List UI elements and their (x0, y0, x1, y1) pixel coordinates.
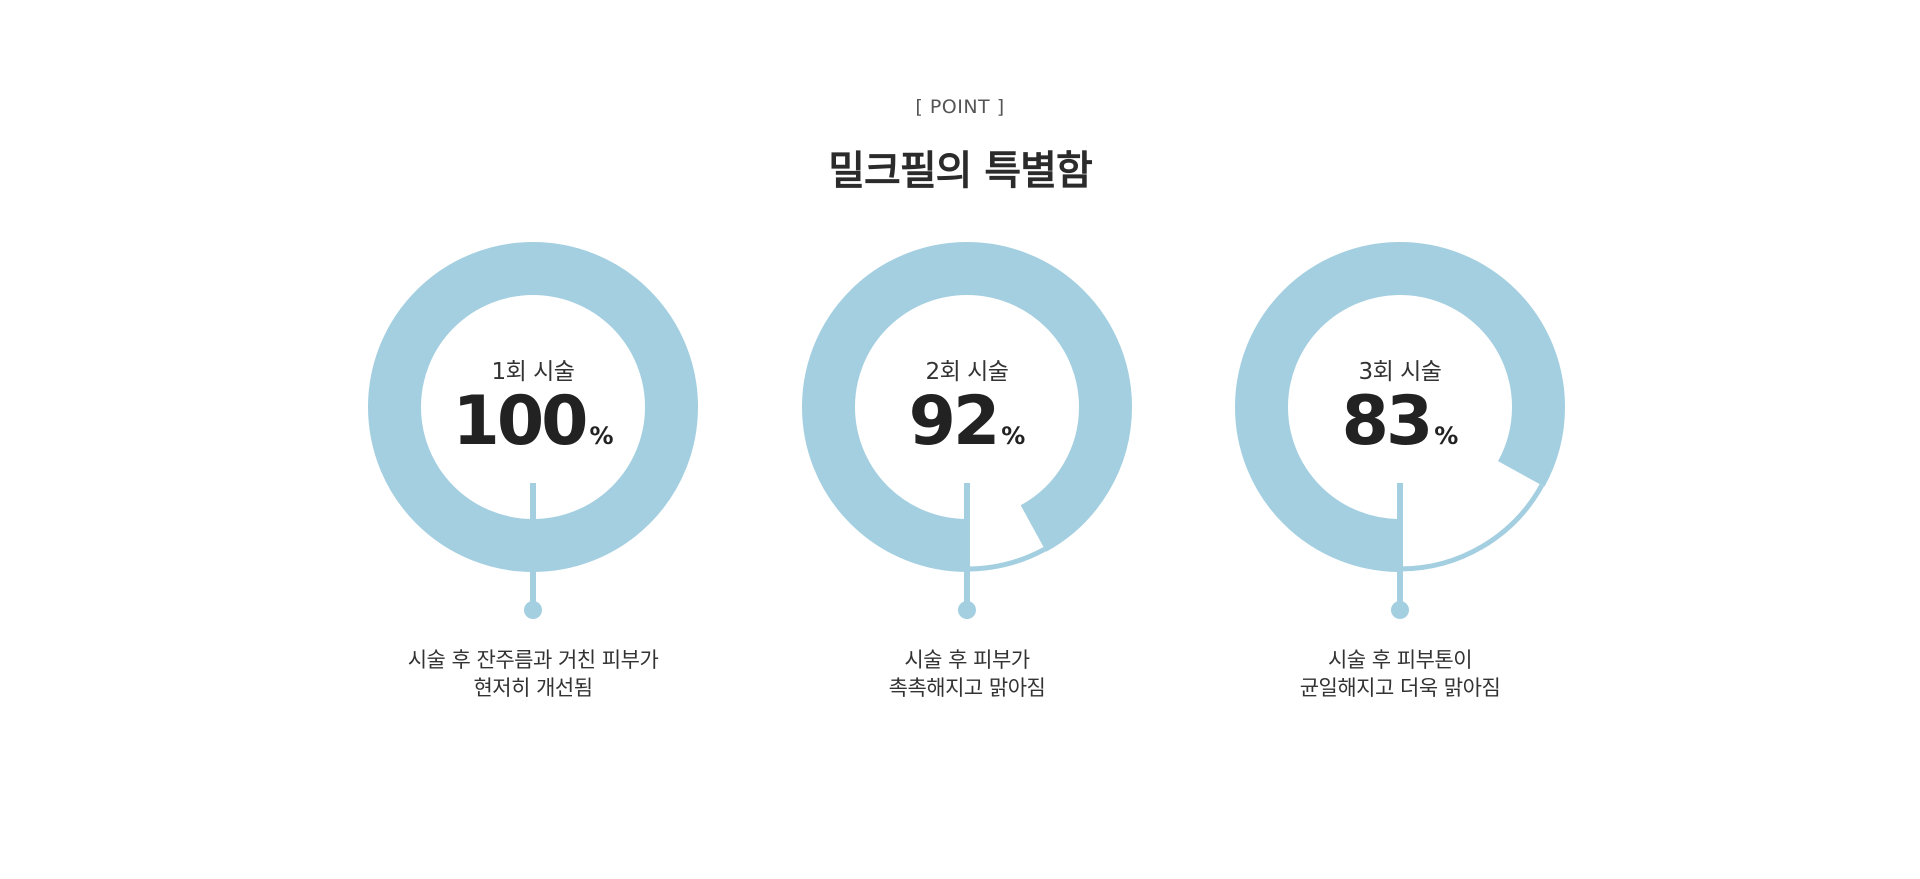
description-line: 시술 후 잔주름과 거친 피부가 (407, 648, 659, 672)
description-line: 시술 후 피부톤이 (1327, 648, 1473, 672)
percent-unit: % (1001, 422, 1026, 450)
donut-chart (368, 242, 698, 619)
percent-unit: % (1434, 422, 1459, 450)
percent-value: 100 (452, 382, 589, 461)
percent-value: 92 (908, 382, 1001, 461)
stat-description: 시술 후 피부가 촉촉해지고 맑아짐 (757, 646, 1177, 702)
donut-chart (802, 242, 1132, 619)
description-line: 시술 후 피부가 (904, 648, 1030, 672)
pointer-dot (958, 601, 976, 619)
stat-center: 1회 시술 100% (323, 352, 743, 456)
stat-center: 2회 시술 92% (757, 352, 1177, 456)
session-label: 1회 시술 (491, 359, 575, 385)
stat-center: 3회 시술 83% (1190, 352, 1610, 456)
stat-card-1: 1회 시술 100% 시술 후 잔주름과 거친 피부가 현저히 개선됨 (323, 242, 743, 712)
section-eyebrow: [ POINT ] (915, 96, 1005, 118)
description-line: 현저히 개선됨 (473, 676, 593, 700)
percent-row: 83% (1190, 388, 1610, 456)
section-title: 밀크필의 특별함 (828, 148, 1093, 194)
session-label: 3회 시술 (1358, 359, 1442, 385)
description-line: 균일해지고 더욱 맑아짐 (1299, 676, 1501, 700)
percent-row: 92% (757, 388, 1177, 456)
percent-unit: % (589, 422, 614, 450)
percent-row: 100% (323, 388, 743, 456)
donut-chart (1235, 242, 1565, 619)
stat-description: 시술 후 잔주름과 거친 피부가 현저히 개선됨 (323, 646, 743, 702)
stat-card-3: 3회 시술 83% 시술 후 피부톤이 균일해지고 더욱 맑아짐 (1190, 242, 1610, 712)
description-line: 촉촉해지고 맑아짐 (888, 676, 1046, 700)
pointer-dot (1391, 601, 1409, 619)
stat-description: 시술 후 피부톤이 균일해지고 더욱 맑아짐 (1190, 646, 1610, 702)
pointer-dot (524, 601, 542, 619)
stat-card-2: 2회 시술 92% 시술 후 피부가 촉촉해지고 맑아짐 (757, 242, 1177, 712)
session-label: 2회 시술 (925, 359, 1009, 385)
percent-value: 83 (1341, 382, 1434, 461)
